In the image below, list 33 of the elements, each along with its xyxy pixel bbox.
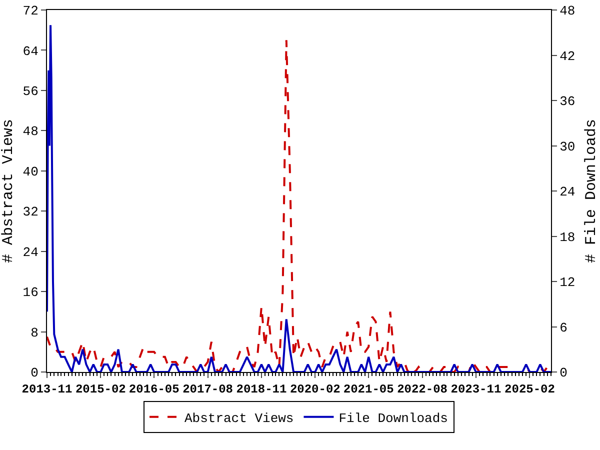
y2-tick-label: 24 bbox=[560, 184, 576, 200]
x-tick-label: 2020-02 bbox=[290, 382, 340, 396]
x-tick-label: 2013-11 bbox=[22, 382, 72, 396]
legend-label: Abstract Views bbox=[184, 410, 294, 426]
y-tick-label: 40 bbox=[22, 164, 38, 180]
y-tick-label: 24 bbox=[22, 244, 39, 260]
x-tick-label: 2017-08 bbox=[182, 382, 234, 396]
y-tick-label: 64 bbox=[22, 44, 39, 59]
y-axis-title: # Abstract Views bbox=[0, 118, 17, 264]
y-tick-label: 16 bbox=[22, 285, 38, 300]
y2-tick-label: 6 bbox=[560, 320, 568, 336]
y-tick-label: 72 bbox=[22, 4, 38, 19]
y2-tick-label: 12 bbox=[560, 275, 576, 290]
y2-tick-label: 48 bbox=[560, 4, 576, 19]
y2-tick-label: 36 bbox=[560, 94, 576, 110]
y-tick-label: 56 bbox=[22, 84, 38, 99]
y-tick-label: 0 bbox=[30, 366, 38, 381]
x-tick-label: 2015-02 bbox=[75, 382, 126, 396]
x-tick-label: 2023-11 bbox=[450, 382, 502, 396]
x-tick-label: 2016-05 bbox=[128, 382, 180, 396]
legend-label: File Downloads bbox=[338, 410, 448, 426]
x-tick-label: 2022-08 bbox=[397, 382, 448, 396]
y2-tick-label: 0 bbox=[560, 366, 568, 381]
x-tick-label: 2025-02 bbox=[504, 382, 555, 396]
y2-axis-title: # File Downloads bbox=[583, 118, 600, 264]
y2-tick-label: 42 bbox=[560, 48, 576, 64]
x-tick-label: 2018-11 bbox=[236, 382, 287, 396]
x-tick-label: 2021-05 bbox=[343, 382, 394, 396]
y-tick-label: 8 bbox=[30, 325, 38, 340]
y2-tick-label: 30 bbox=[560, 139, 576, 154]
y-tick-label: 48 bbox=[22, 124, 38, 140]
y-tick-label: 32 bbox=[22, 204, 38, 220]
y2-tick-label: 18 bbox=[560, 230, 576, 245]
